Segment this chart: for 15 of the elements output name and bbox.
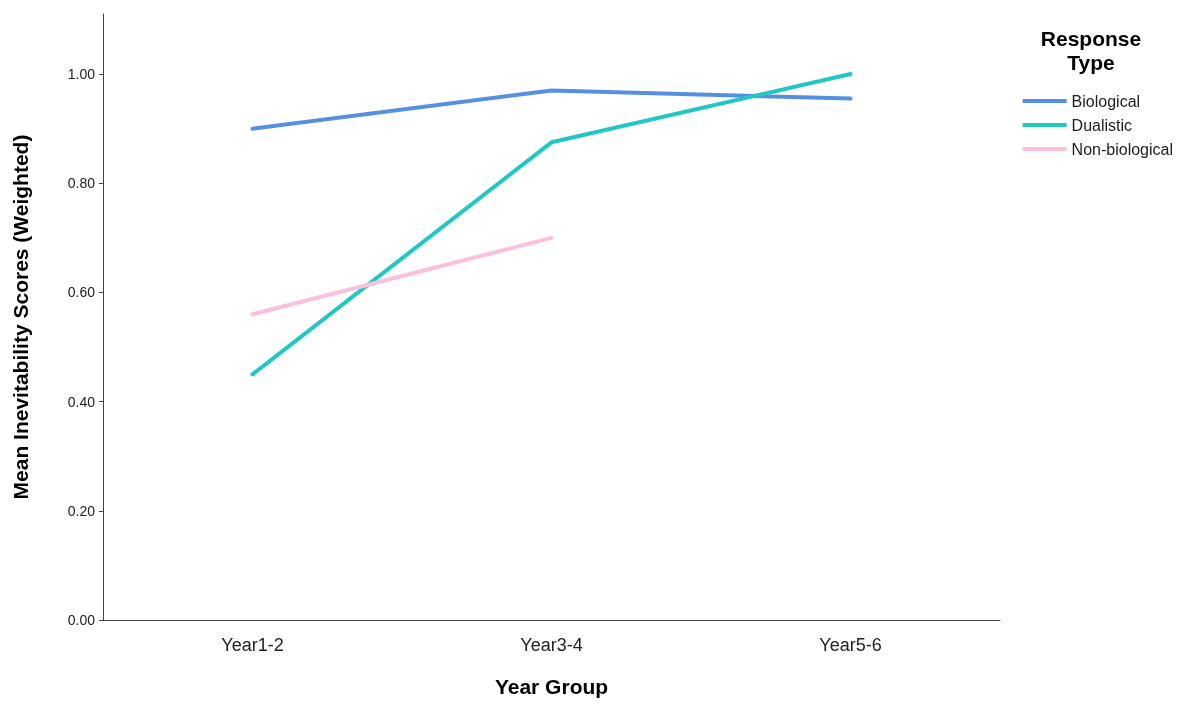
y-tick-label: 0.40 xyxy=(67,393,96,410)
x-axis-title: Year Group xyxy=(494,675,609,698)
y-axis-title: Mean Inevitability Scores (Weighted) xyxy=(9,134,32,500)
y-tick-label: 0.60 xyxy=(67,284,96,301)
y-tick-label: 0.80 xyxy=(67,175,96,192)
x-tick-label: Year5-6 xyxy=(819,635,882,655)
y-tick-label: 0.00 xyxy=(67,612,96,628)
legend-label: Dualistic xyxy=(1071,116,1133,134)
y-tick-label: 1.00 xyxy=(67,66,96,83)
legend-label: Biological xyxy=(1071,92,1141,110)
legend-label: Non-biological xyxy=(1071,140,1173,158)
x-tick-label: Year3-4 xyxy=(520,635,583,655)
legend-title: Response Type xyxy=(1040,26,1142,74)
x-tick-label: Year1-2 xyxy=(221,635,284,655)
y-tick-label: 0.20 xyxy=(67,502,96,519)
